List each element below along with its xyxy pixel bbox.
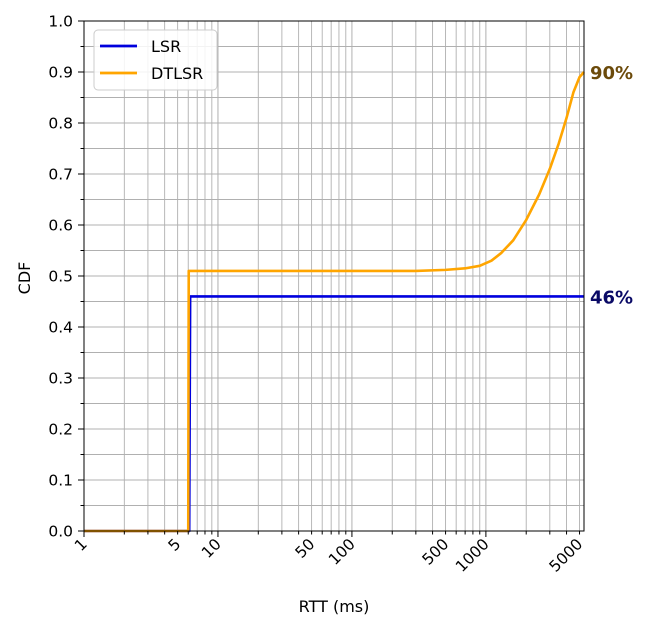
x-tick-label: 5000 xyxy=(546,535,587,576)
x-tick-label: 100 xyxy=(325,535,359,569)
x-tick-label: 5 xyxy=(165,535,185,555)
y-tick-label: 0.2 xyxy=(48,421,73,439)
y-tick-label: 0.9 xyxy=(48,64,73,82)
end-labels: 46% 90% xyxy=(590,63,633,308)
x-axis-title: RTT (ms) xyxy=(299,597,370,616)
axes: 0.00.10.20.30.40.50.60.70.80.91.01 5 10 50 1… xyxy=(48,13,586,576)
x-tick-label: 1000 xyxy=(452,535,493,576)
legend: LSR DTLSR xyxy=(93,29,218,91)
end-label-lsr: 46% xyxy=(590,287,633,308)
legend-label-dtlsr: DTLSR xyxy=(151,64,203,83)
y-tick-label: 0.0 xyxy=(48,523,73,541)
y-tick-label: 0.3 xyxy=(48,370,73,388)
y-tick-label: 0.4 xyxy=(48,319,73,337)
legend-label-lsr: LSR xyxy=(151,37,181,56)
x-tick-label: 10 xyxy=(198,535,225,562)
series-line-lsr xyxy=(84,295,584,533)
grid xyxy=(83,20,584,532)
series-line-dtlsr xyxy=(84,71,585,533)
y-tick-label: 0.7 xyxy=(48,166,73,184)
end-label-dtlsr: 90% xyxy=(590,63,633,84)
y-tick-label: 0.1 xyxy=(48,472,73,490)
y-tick-label: 1.0 xyxy=(48,13,73,31)
x-tick-label: 50 xyxy=(292,535,319,562)
y-tick-label: 0.8 xyxy=(48,115,73,133)
x-tick-label: 1 xyxy=(71,535,91,555)
y-tick-label: 0.5 xyxy=(48,268,73,286)
x-tick-label: 500 xyxy=(419,535,453,569)
y-tick-label: 0.6 xyxy=(48,217,73,235)
y-axis-title: CDF xyxy=(15,262,34,295)
